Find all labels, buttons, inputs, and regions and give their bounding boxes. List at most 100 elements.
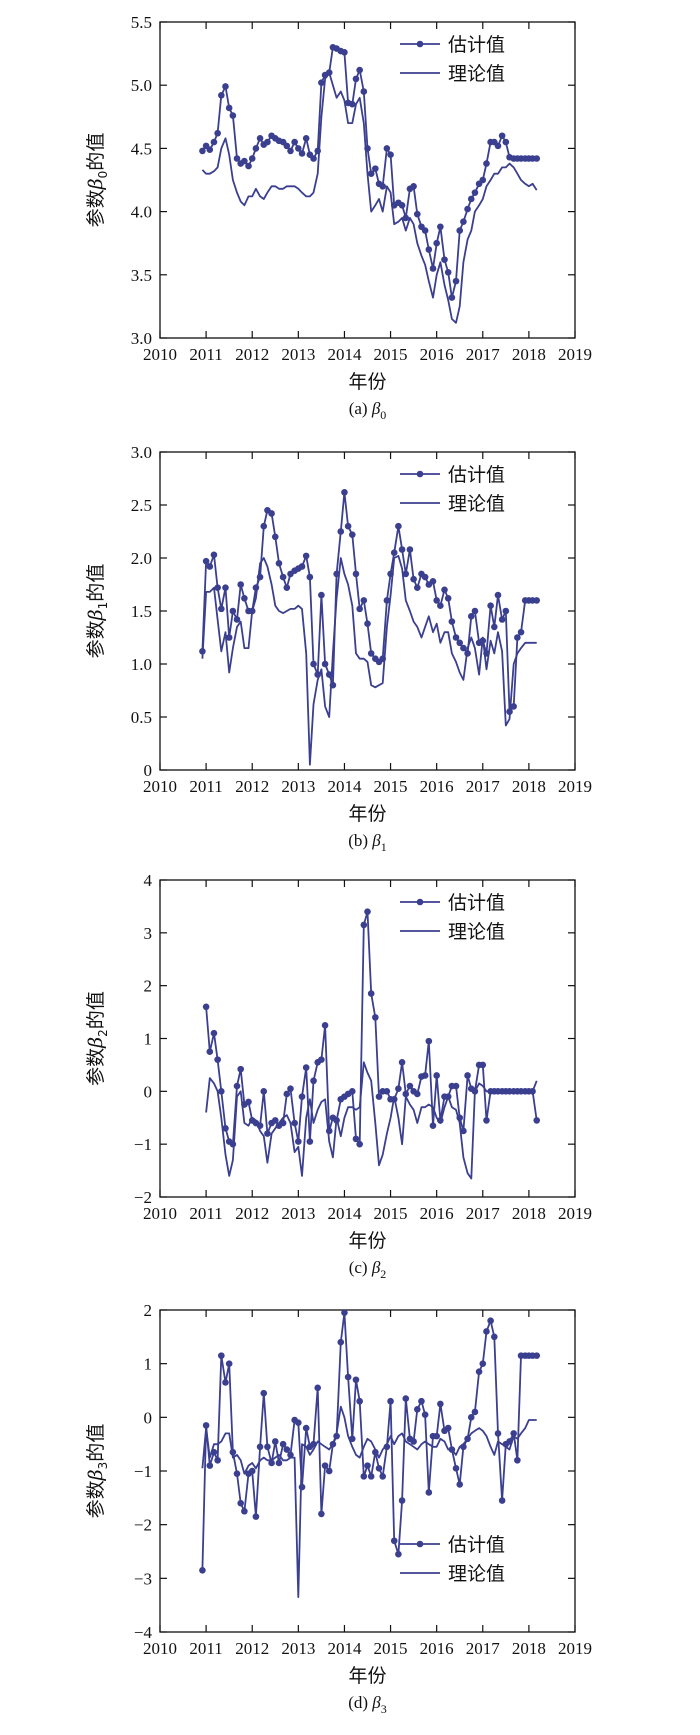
data-point (291, 1119, 298, 1127)
x-tick-label: 2014 (327, 345, 362, 364)
data-point (498, 616, 506, 623)
data-point (268, 1459, 275, 1467)
data-point (502, 138, 510, 146)
y-tick-label: 3.0 (131, 329, 152, 348)
y-tick-label: 0 (144, 761, 153, 780)
data-point (433, 1072, 440, 1079)
data-point (494, 142, 502, 150)
data-point (210, 138, 218, 146)
x-tick-label: 2013 (281, 777, 315, 796)
legend-label: 理论值 (448, 921, 505, 943)
data-point (395, 1085, 402, 1092)
data-point (383, 145, 391, 152)
data-point (514, 634, 521, 641)
data-point (344, 1373, 352, 1381)
data-point (414, 1090, 421, 1098)
data-point (390, 549, 398, 556)
data-point (414, 1405, 421, 1413)
data-point (279, 1119, 287, 1127)
x-tick-label: 2010 (143, 1639, 177, 1658)
data-point (271, 533, 279, 541)
data-point (444, 1424, 452, 1432)
data-point (502, 607, 510, 615)
data-point (372, 1014, 379, 1021)
data-point (383, 1088, 391, 1095)
data-point (383, 597, 391, 604)
y-tick-label: 4 (144, 871, 153, 890)
data-point (298, 1093, 306, 1100)
data-point (248, 1467, 256, 1475)
data-point (421, 573, 429, 581)
panel-caption: (d) β3 (348, 1693, 387, 1716)
data-point (264, 1443, 271, 1451)
data-point (241, 1507, 248, 1515)
data-point (429, 578, 437, 585)
x-tick-label: 2019 (558, 777, 592, 796)
data-point (206, 1462, 214, 1469)
x-axis-label: 年份 (348, 371, 386, 393)
legend-label: 理论值 (448, 63, 505, 85)
data-point (356, 1397, 363, 1405)
y-tick-label: 3.5 (131, 266, 152, 285)
data-point (425, 246, 433, 253)
data-point (341, 488, 348, 496)
y-label-suffix: 的值 (85, 133, 107, 171)
data-point (398, 546, 406, 553)
data-point (444, 594, 452, 602)
data-point (252, 145, 260, 152)
data-point (256, 1443, 264, 1451)
data-point (421, 1411, 429, 1418)
data-point (479, 1360, 487, 1367)
chart-panel-1: 2010 2011 2012 2013 2014 2015 2016 2017 2018 2019… (85, 443, 592, 854)
data-point (218, 1088, 225, 1095)
data-point (279, 573, 287, 581)
x-tick-label: 2018 (512, 1639, 546, 1658)
data-point (356, 1140, 363, 1148)
y-axis-label: 参数β0的值 (85, 133, 110, 228)
data-point (467, 613, 475, 620)
data-point (245, 1098, 252, 1106)
data-point (367, 990, 375, 997)
data-point (241, 594, 248, 602)
data-point (487, 1317, 494, 1325)
data-point (233, 1470, 241, 1477)
data-point (225, 634, 233, 641)
series-line-theoretical (205, 1061, 538, 1180)
x-tick-label: 2017 (466, 777, 501, 796)
data-point (260, 1389, 268, 1397)
data-point (202, 557, 210, 565)
x-tick-label: 2019 (558, 1639, 592, 1658)
x-tick-label: 2014 (327, 1639, 362, 1658)
data-point (487, 602, 494, 609)
data-point (510, 703, 517, 710)
x-tick-label: 2019 (558, 345, 592, 364)
data-point (210, 551, 218, 559)
data-point (321, 660, 329, 668)
y-tick-label: −2 (134, 1188, 152, 1207)
data-point (283, 584, 291, 591)
data-point (379, 1473, 387, 1480)
data-point (352, 75, 360, 83)
x-axis-label: 年份 (348, 803, 386, 825)
y-tick-label: −4 (134, 1623, 153, 1642)
data-point (452, 1082, 460, 1090)
data-point (348, 1088, 356, 1095)
data-point (321, 1021, 329, 1029)
data-point (237, 1499, 244, 1507)
data-point (295, 145, 302, 152)
y-label-symbol: β (85, 1469, 107, 1481)
data-point (517, 628, 525, 636)
data-point (467, 1414, 475, 1421)
data-point (298, 563, 306, 570)
data-point (356, 66, 363, 74)
data-point (425, 1489, 433, 1496)
legend-label: 理论值 (448, 1563, 505, 1585)
data-point (283, 1446, 291, 1453)
y-tick-label: 4.0 (131, 203, 152, 222)
x-tick-label: 2016 (420, 777, 454, 796)
panel-caption: (b) β1 (348, 831, 387, 854)
data-point (418, 1397, 425, 1405)
data-point (533, 1352, 541, 1359)
data-point (402, 1090, 410, 1098)
data-point (218, 605, 225, 613)
